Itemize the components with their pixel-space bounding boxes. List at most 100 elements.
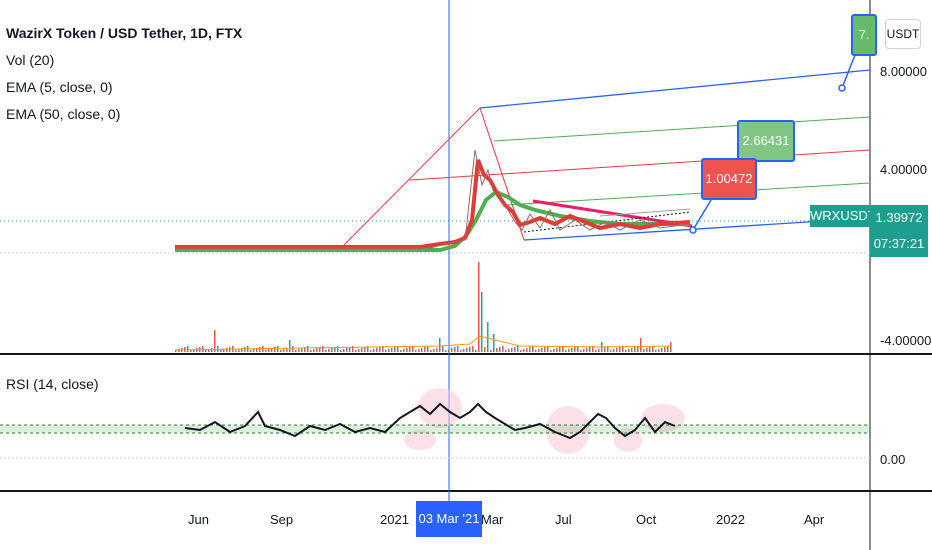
volume-bar — [190, 350, 192, 352]
pitchfork-upper-line[interactable] — [479, 69, 871, 109]
volume-bar — [499, 347, 501, 352]
volume-bar — [304, 347, 306, 352]
volume-bar — [658, 349, 660, 352]
volume-bar — [388, 349, 390, 352]
volume-bar — [403, 349, 405, 352]
pitchfork-lower-mid-line[interactable] — [504, 182, 871, 206]
volume-bars — [175, 262, 672, 352]
currency-button[interactable]: USDT — [885, 19, 921, 49]
anchor-point[interactable] — [689, 226, 697, 234]
legend: WazirX Token / USD Tether, 1D, FTX Vol (… — [6, 20, 242, 128]
volume-bar — [640, 338, 642, 352]
volume-bar — [322, 346, 324, 352]
volume-bar — [565, 350, 567, 352]
volume-bar — [379, 347, 381, 352]
volume-bar — [478, 262, 480, 352]
volume-bar — [214, 330, 216, 352]
volume-bar — [280, 350, 282, 352]
trend-line[interactable] — [599, 208, 691, 217]
indicator-vol[interactable]: Vol (20) — [6, 52, 55, 68]
volume-bar — [541, 348, 543, 352]
volume-bar — [235, 350, 237, 352]
volume-bar — [448, 349, 450, 352]
callout-green[interactable]: 2.66431 — [737, 120, 795, 162]
volume-bar — [514, 347, 516, 352]
volume-bar — [439, 338, 441, 352]
volume-bar — [178, 349, 180, 352]
volume-bar — [250, 350, 252, 352]
symbol-title[interactable]: WazirX Token / USD Tether, 1D, FTX — [6, 25, 243, 41]
volume-bar — [472, 346, 474, 352]
volume-bar — [529, 347, 531, 352]
volume-bar — [655, 350, 657, 352]
volume-bar — [319, 347, 321, 352]
volume-bar — [415, 350, 417, 352]
volume-bar — [466, 348, 468, 352]
volume-bar — [352, 346, 354, 352]
volume-bar — [202, 346, 204, 352]
volume-bar — [607, 346, 609, 352]
volume-bar — [574, 347, 576, 352]
volume-bar — [511, 348, 513, 352]
volume-bar — [289, 340, 291, 352]
indicator-ema50[interactable]: EMA (50, close, 0) — [6, 106, 121, 122]
volume-bar — [394, 347, 396, 352]
callout-pointer — [692, 194, 715, 231]
volume-bar — [376, 348, 378, 352]
volume-bar — [355, 350, 357, 352]
volume-bar — [418, 349, 420, 352]
volume-bar — [223, 349, 225, 352]
indicator-rsi[interactable]: RSI (14, close) — [6, 376, 99, 392]
anchor-point[interactable] — [838, 84, 846, 92]
volume-bar — [397, 346, 399, 352]
callout-top-right[interactable]: 7. — [851, 14, 877, 56]
indicator-ema5[interactable]: EMA (5, close, 0) — [6, 79, 113, 95]
time-axis-label: Jun — [188, 512, 209, 527]
volume-bar — [316, 348, 318, 352]
rsi-line — [184, 402, 676, 440]
volume-bar — [370, 350, 372, 352]
rsi-band — [0, 425, 870, 433]
volume-bar — [259, 347, 261, 352]
volume-bar — [487, 322, 489, 352]
volume-bar — [409, 347, 411, 352]
volume-bar — [622, 346, 624, 352]
volume-bar — [592, 346, 594, 352]
volume-bar — [427, 346, 429, 352]
callout-pointer — [841, 54, 856, 89]
time-axis-label: Sep — [270, 512, 294, 527]
volume-bar — [619, 347, 621, 352]
time-axis-label: 2022 — [716, 512, 745, 527]
callout-red[interactable]: 1.00472 — [701, 158, 757, 200]
pitchfork-handle[interactable] — [341, 107, 481, 248]
volume-bar — [256, 348, 258, 352]
volume-bar — [208, 349, 210, 352]
volume-bar — [424, 347, 426, 352]
volume-bar — [286, 348, 288, 352]
volume-bar — [532, 346, 534, 352]
volume-bar — [400, 350, 402, 352]
price-axis-label: -4.00000 — [880, 333, 932, 348]
volume-bar — [421, 348, 423, 352]
volume-bar — [307, 346, 309, 352]
volume-bar — [481, 292, 483, 352]
volume-bar — [616, 348, 618, 352]
volume-bar — [568, 349, 570, 352]
volume-bar — [310, 350, 312, 352]
volume-bar — [550, 350, 552, 352]
volume-bar — [589, 347, 591, 352]
volume-bar — [238, 349, 240, 352]
volume-bar — [253, 349, 255, 352]
volume-bar — [604, 347, 606, 352]
volume-bar — [505, 350, 507, 352]
volume-bar — [613, 349, 615, 352]
volume-bar — [406, 348, 408, 352]
volume-bar — [265, 350, 267, 352]
last-price: 1.39972 — [875, 210, 923, 225]
volume-bar — [226, 348, 228, 352]
pitchfork-upper-mid-line[interactable] — [493, 116, 871, 142]
volume-bar — [595, 350, 597, 352]
volume-bar — [490, 350, 492, 352]
volume-bar — [577, 346, 579, 352]
